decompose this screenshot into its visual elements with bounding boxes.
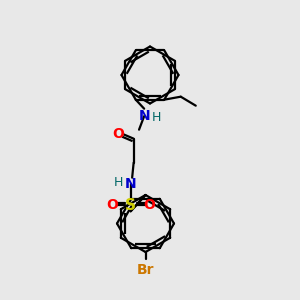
Text: Br: Br: [137, 263, 154, 278]
Text: H: H: [113, 176, 123, 189]
Text: N: N: [125, 177, 136, 191]
Text: S: S: [125, 198, 136, 213]
Text: N: N: [138, 109, 150, 123]
Text: O: O: [106, 198, 118, 212]
Text: H: H: [152, 111, 161, 124]
Text: O: O: [113, 127, 124, 141]
Text: O: O: [143, 198, 155, 212]
